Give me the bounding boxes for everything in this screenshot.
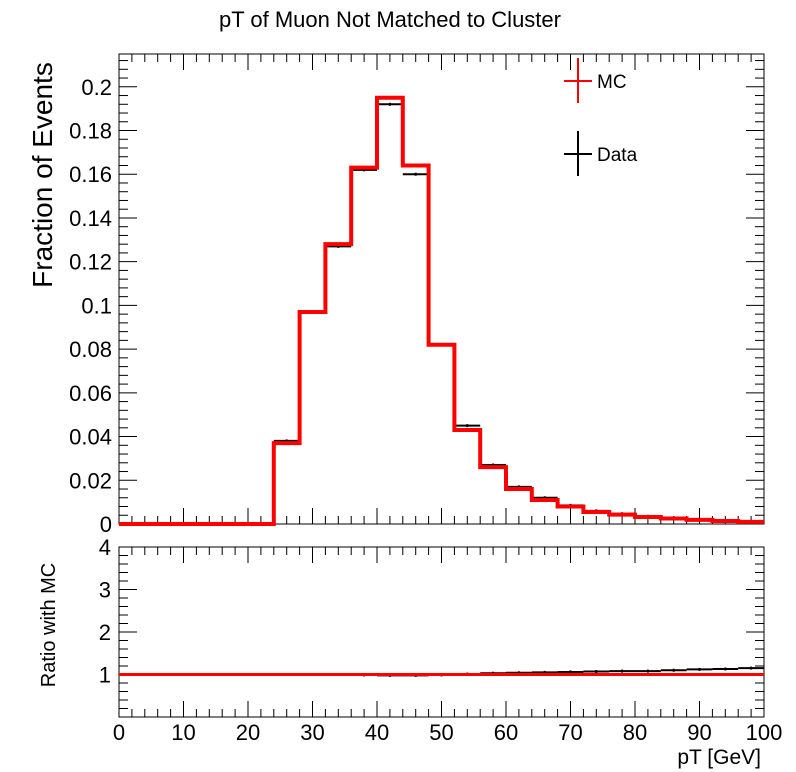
main-y-tick-label: 0.1	[81, 293, 112, 318]
x-tick-label: 100	[746, 720, 783, 745]
x-tick-label: 90	[687, 720, 711, 745]
legend-mc-label: MC	[597, 72, 627, 93]
main-y-tick-label: 0.14	[69, 206, 112, 231]
legend: MC Data	[564, 58, 638, 176]
ratio-y-tick-label: 2	[99, 620, 111, 645]
ratio-series	[119, 666, 764, 677]
ratio-y-ticks: 1 2 3 4	[99, 535, 764, 709]
x-tick-label: 0	[113, 720, 125, 745]
chart-title: pT of Muon Not Matched to Cluster	[219, 7, 561, 32]
legend-entry-mc: MC	[564, 58, 627, 103]
main-y-tick-label: 0.04	[69, 425, 112, 450]
main-y-tick-label: 0.06	[69, 381, 112, 406]
main-y-tick-label: 0.2	[81, 75, 112, 100]
x-tick-label: 50	[429, 720, 453, 745]
main-y-tick-label: 0.02	[69, 468, 112, 493]
ratio-y-axis-label: Ratio with MC	[38, 563, 60, 687]
x-tick-label: 10	[171, 720, 195, 745]
main-x-ticks	[118, 54, 765, 524]
x-tick-label: 70	[558, 720, 582, 745]
x-tick-label: 60	[494, 720, 518, 745]
mc-histogram-line	[119, 95, 764, 526]
main-y-tick-label: 0	[100, 512, 112, 537]
x-axis-label: pT [GeV]	[677, 746, 761, 769]
x-tick-label: 30	[300, 720, 324, 745]
main-y-tick-label: 0.16	[69, 162, 112, 187]
legend-data-label: Data	[597, 145, 638, 166]
x-tick-label: 40	[365, 720, 389, 745]
main-y-tick-label: 0.18	[69, 119, 112, 144]
ratio-y-tick-label: 4	[99, 535, 111, 560]
main-y-tick-label: 0.12	[69, 250, 112, 275]
ratio-plot-frame	[118, 546, 765, 718]
ratio-x-ticks: 0 10 20 30 40 50 60 70 80 90 100	[113, 547, 782, 745]
legend-entry-data: Data	[564, 131, 638, 176]
x-tick-label: 20	[236, 720, 260, 745]
main-plot-frame	[118, 53, 765, 525]
ratio-y-tick-label: 3	[99, 578, 111, 603]
ratio-y-tick-label: 1	[99, 663, 111, 688]
main-y-ticks: 0 0.02 0.04 0.06 0.08 0.1 0.12 0.14 0.16 0.18 0.2	[69, 60, 764, 537]
main-y-tick-label: 0.08	[69, 337, 112, 362]
x-tick-label: 80	[623, 720, 647, 745]
main-y-axis-label: Fraction of Events	[27, 62, 58, 288]
main-series	[119, 95, 764, 526]
